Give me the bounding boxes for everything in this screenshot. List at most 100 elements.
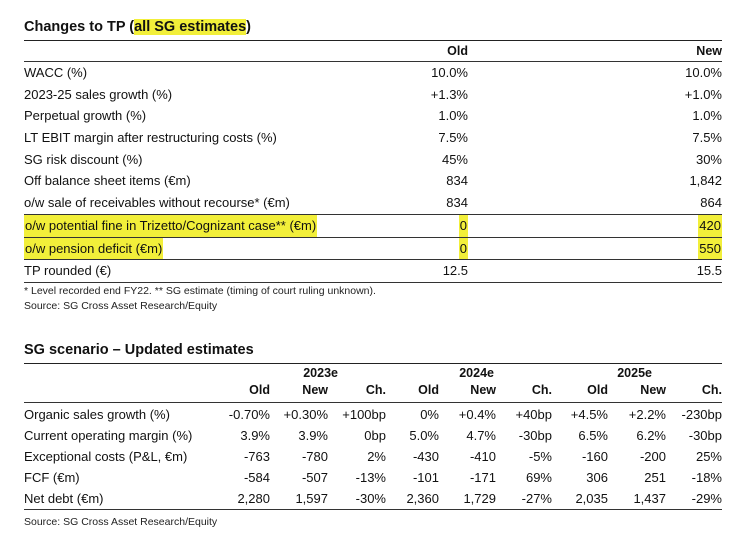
year-header: 2023e [303, 366, 338, 380]
cell-value: 69% [525, 470, 552, 485]
scenario-rows: Organic sales growth (%) -0.70% +0.30% +100… [24, 404, 722, 509]
tp-header-divider [24, 61, 722, 62]
cell-value: -584 [243, 470, 270, 485]
table-row: Net debt (€m) 2,280 1,597 -30% 2,360 1,729 -27… [24, 488, 722, 509]
year-header: 2025e [617, 366, 652, 380]
tp-source: Source: SG Cross Asset Research/Equity [24, 300, 218, 312]
cell-value: -430 [412, 449, 439, 464]
cell-value: 2,035 [575, 491, 608, 506]
old-value: 45% [441, 151, 468, 167]
old-value: 10.0% [431, 65, 468, 80]
cell-value: -160 [581, 449, 608, 464]
old-value: 7.5% [438, 130, 468, 146]
col-new: New [640, 383, 666, 397]
tp-bottom-rule [24, 281, 722, 283]
old-value: 1.0% [438, 108, 468, 124]
table-row: o/w sale of receivables without recourse… [24, 192, 722, 214]
cell-value: -18% [691, 470, 722, 485]
tp-col-old: Old [447, 44, 468, 58]
cell-value: -30bp [688, 428, 722, 443]
table-row: Off balance sheet items (€m) 834 1,842 [24, 170, 722, 192]
new-value: 7.5% [692, 130, 722, 146]
row-label: o/w pension deficit (€m) [24, 237, 164, 260]
row-label: 2023-25 sales growth (%) [24, 86, 173, 102]
table-row: WACC (%) 10.0% 10.0% [24, 62, 722, 84]
row-label: Off balance sheet items (€m) [24, 173, 191, 189]
cell-value: -171 [469, 470, 496, 485]
cell-value: -13% [355, 470, 386, 485]
cell-value: 1,729 [463, 491, 496, 506]
new-value: 550 [698, 237, 722, 260]
cell-value: +2.2% [628, 407, 666, 422]
cell-value: -30% [355, 491, 386, 506]
cell-value: 2,360 [406, 491, 439, 506]
row-label: WACC (%) [24, 65, 88, 80]
row-divider [24, 213, 722, 215]
row-label: LT EBIT margin after restructuring costs… [24, 130, 277, 146]
new-value: 30% [695, 151, 722, 167]
old-value: +1.3% [430, 86, 468, 102]
tp-top-rule [24, 40, 722, 41]
col-new: New [302, 383, 328, 397]
cell-value: -410 [469, 449, 496, 464]
tp-title-prefix: Changes to TP ( [24, 19, 135, 35]
row-label: TP rounded (€) [24, 263, 112, 279]
cell-value: -200 [639, 449, 666, 464]
table-row-highlighted: o/w potential fine in Trizetto/Cognizant… [24, 214, 722, 237]
cell-value: +0.4% [458, 407, 496, 422]
row-divider [24, 236, 722, 238]
table-row: FCF (€m) -584 -507 -13% -101 -171 69% 306 251 -18… [24, 467, 722, 488]
cell-value: -507 [301, 470, 328, 485]
row-label: o/w sale of receivables without recourse… [24, 195, 290, 211]
scenario-year-row: 2023e 2024e 2025e [24, 366, 722, 383]
table-row: LT EBIT margin after restructuring costs… [24, 127, 722, 149]
row-label: Organic sales growth (%) [24, 407, 170, 422]
cell-value: 2,280 [237, 491, 270, 506]
cell-value: 0bp [364, 428, 386, 443]
row-label: o/w potential fine in Trizetto/Cognizant… [24, 214, 318, 237]
cell-value: 3.9% [240, 428, 270, 443]
table-row: Exceptional costs (P&L, €m) -763 -780 2% -43… [24, 446, 722, 467]
col-change: Ch. [365, 383, 386, 397]
cell-value: 251 [644, 470, 666, 485]
cell-value: 1,597 [295, 491, 328, 506]
cell-value: 6.2% [636, 428, 666, 443]
tp-col-new: New [696, 44, 722, 58]
scenario-top-rule [24, 363, 722, 364]
scenario-bottom-rule [24, 509, 722, 510]
new-value: 420 [698, 214, 722, 237]
cell-value: -763 [243, 449, 270, 464]
cell-value: 0% [420, 407, 439, 422]
table-row: Organic sales growth (%) -0.70% +0.30% +100… [24, 404, 722, 425]
table-row-highlighted: o/w pension deficit (€m) 0 550 [24, 237, 722, 260]
row-label: Net debt (€m) [24, 491, 104, 506]
table-row: Perpetual growth (%) 1.0% 1.0% [24, 105, 722, 127]
col-change: Ch. [701, 383, 722, 397]
old-value: 12.5 [442, 263, 468, 279]
new-value: 15.5 [696, 263, 722, 279]
old-value: 834 [446, 195, 468, 211]
new-value: 1,842 [689, 173, 722, 189]
cell-value: 3.9% [298, 428, 328, 443]
cell-value: +0.30% [283, 407, 328, 422]
scenario-header-divider [24, 402, 722, 403]
cell-value: 306 [586, 470, 608, 485]
col-old: Old [249, 383, 270, 397]
new-value: 1.0% [692, 108, 722, 124]
new-value: 10.0% [685, 65, 722, 80]
cell-value: -30bp [518, 428, 552, 443]
cell-value: -0.70% [228, 407, 270, 422]
year-header: 2024e [459, 366, 494, 380]
cell-value: 6.5% [578, 428, 608, 443]
tp-title-highlight: all SG estimates [134, 19, 247, 35]
cell-value: +100bp [342, 407, 386, 422]
row-divider [24, 259, 722, 261]
col-old: Old [418, 383, 439, 397]
row-label: FCF (€m) [24, 470, 80, 485]
scenario-subheader-row: Old New Ch. Old New Ch. Old New Ch. [24, 383, 722, 400]
col-new: New [470, 383, 496, 397]
cell-value: -101 [412, 470, 439, 485]
cell-value: 2% [367, 449, 386, 464]
col-change: Ch. [531, 383, 552, 397]
